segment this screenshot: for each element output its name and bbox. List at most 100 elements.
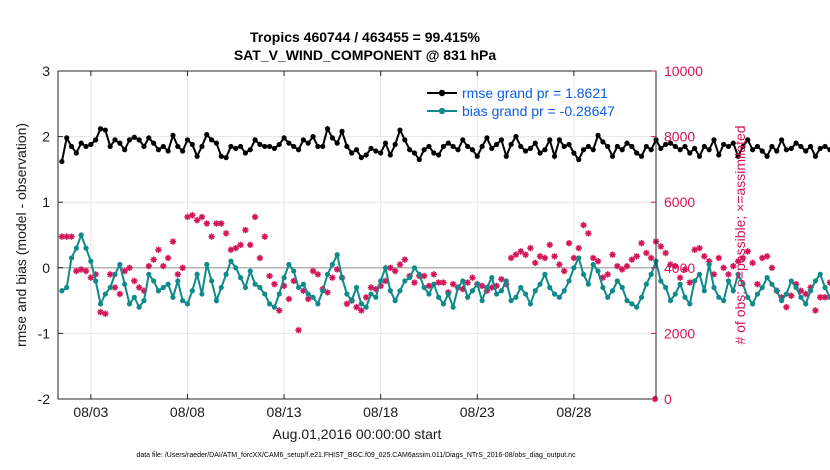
bias-point bbox=[595, 268, 601, 274]
obs-mark-stroke bbox=[479, 283, 485, 289]
rmse-point bbox=[93, 137, 99, 143]
obs-mark-stroke bbox=[63, 233, 70, 240]
rmse-point bbox=[716, 152, 722, 158]
y-axis-left-label: rmse and bias (model - observation) bbox=[13, 123, 29, 347]
obs-mark-stroke bbox=[638, 240, 645, 246]
rmse-point bbox=[436, 152, 442, 158]
obs-count-point bbox=[609, 251, 616, 258]
rmse-point bbox=[291, 143, 297, 150]
obs-count-point bbox=[184, 213, 191, 221]
obs-count-point bbox=[662, 249, 669, 257]
rmse-point bbox=[807, 143, 814, 150]
bias-point bbox=[368, 291, 374, 297]
bias-point bbox=[817, 271, 823, 277]
obs-mark-stroke bbox=[759, 255, 766, 261]
rmse-point bbox=[363, 152, 369, 158]
rmse-point bbox=[373, 148, 379, 154]
rmse-point bbox=[508, 141, 514, 148]
obs-mark-stroke bbox=[363, 294, 369, 301]
bias-point bbox=[769, 281, 775, 287]
rmse-points bbox=[59, 126, 830, 165]
bias-point bbox=[465, 294, 471, 300]
bias-point bbox=[774, 288, 780, 294]
obs-mark-stroke bbox=[749, 260, 756, 266]
obs-mark-stroke bbox=[788, 292, 795, 299]
bias-point bbox=[257, 284, 263, 291]
rmse-point bbox=[368, 145, 374, 152]
rmse-point bbox=[339, 128, 345, 134]
rmse-point bbox=[218, 153, 224, 159]
bias-point bbox=[363, 304, 369, 310]
rmse-point bbox=[286, 140, 292, 146]
obs-mark-stroke bbox=[315, 271, 321, 278]
obs-mark-stroke bbox=[542, 255, 548, 261]
bias-point bbox=[165, 281, 171, 287]
rmse-point bbox=[431, 150, 437, 156]
y-right-tick-labels: 0 2000 4000 6000 8000 10000 bbox=[664, 63, 703, 407]
rmse-point bbox=[522, 148, 529, 154]
obs-mark-stroke bbox=[107, 271, 113, 278]
obs-mark-stroke bbox=[580, 222, 587, 228]
rmse-point bbox=[252, 137, 258, 143]
bias-point bbox=[609, 288, 616, 294]
obs-mark-stroke bbox=[532, 260, 539, 266]
bias-point bbox=[122, 281, 128, 287]
bias-point bbox=[266, 301, 273, 307]
rmse-point bbox=[300, 137, 306, 143]
rmse-point bbox=[590, 147, 596, 153]
rmse-point bbox=[547, 137, 553, 143]
x-tick-label: 08/18 bbox=[363, 404, 398, 420]
obs-mark-stroke bbox=[175, 271, 181, 278]
obs-count-point bbox=[391, 267, 399, 275]
obs-mark-stroke bbox=[614, 263, 621, 269]
obs-count-point bbox=[701, 253, 708, 260]
rmse-point bbox=[165, 148, 171, 154]
obs-count-point bbox=[498, 276, 505, 283]
obs-mark-stroke bbox=[517, 248, 524, 255]
y-left-tick-label: 1 bbox=[42, 194, 50, 210]
rmse-point bbox=[759, 148, 765, 154]
bias-point bbox=[460, 278, 466, 284]
obs-count-point bbox=[749, 259, 756, 267]
bias-point bbox=[378, 278, 384, 284]
obs-count-point bbox=[102, 310, 109, 317]
obs-count-point bbox=[309, 267, 317, 275]
bias-point bbox=[474, 281, 480, 287]
rmse-point bbox=[407, 147, 413, 153]
obs-mark-stroke bbox=[310, 268, 316, 274]
rmse-point bbox=[561, 143, 567, 150]
bias-point bbox=[117, 261, 123, 268]
obs-count-point bbox=[633, 253, 640, 260]
obs-count-point bbox=[469, 274, 476, 281]
obs-mark-stroke bbox=[223, 230, 229, 237]
bias-point bbox=[508, 298, 514, 304]
obs-mark-stroke bbox=[440, 279, 447, 286]
rmse-point bbox=[566, 141, 572, 148]
bias-point bbox=[716, 294, 722, 300]
obs-mark-stroke bbox=[822, 294, 828, 301]
bias-point bbox=[445, 291, 451, 297]
obs-count-point bbox=[174, 271, 181, 278]
obs-mark-stroke bbox=[368, 284, 374, 291]
obs-mark-stroke bbox=[431, 271, 437, 278]
obs-count-point bbox=[522, 251, 529, 258]
obs-count-point bbox=[532, 259, 539, 267]
obs-count-point bbox=[77, 266, 85, 273]
bias-point bbox=[798, 294, 804, 300]
chart-title-line2: SAT_V_WIND_COMPONENT @ 831 hPa bbox=[234, 47, 497, 63]
obs-count-point bbox=[198, 213, 206, 221]
obs-mark-stroke bbox=[150, 256, 157, 263]
obs-mark-stroke bbox=[696, 245, 703, 251]
obs-count-point bbox=[343, 300, 351, 308]
bias-point bbox=[537, 281, 543, 287]
bias-point bbox=[349, 298, 355, 304]
obs-mark-stroke bbox=[237, 242, 244, 248]
bias-point bbox=[556, 294, 562, 300]
obs-count-point bbox=[720, 264, 727, 271]
bias-point bbox=[204, 261, 210, 268]
obs-mark-stroke bbox=[117, 291, 123, 297]
obs-mark-stroke bbox=[276, 307, 283, 314]
bias-point bbox=[585, 281, 591, 287]
obs-count-point bbox=[295, 326, 302, 334]
bias-point bbox=[682, 294, 688, 300]
